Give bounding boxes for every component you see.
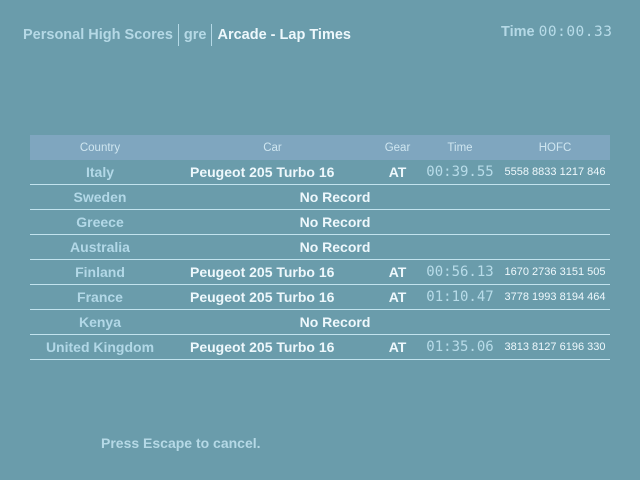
time-value: 00:00.33 xyxy=(538,24,613,40)
car-cell: Peugeot 205 Turbo 16 xyxy=(170,334,375,360)
time-cell: 00:56.13 xyxy=(420,259,500,285)
col-car: Car xyxy=(170,135,375,160)
hofc-cell: 1670 2736 3151 505 xyxy=(500,259,610,285)
escape-hint: Press Escape to cancel. xyxy=(101,435,261,451)
user-name: gre xyxy=(183,26,207,43)
time-cell: 01:10.47 xyxy=(420,284,500,310)
time-cell: 01:35.06 xyxy=(420,334,500,360)
country-cell: Australia xyxy=(30,234,170,260)
country-cell: Italy xyxy=(30,160,170,185)
gear-cell: AT xyxy=(375,259,420,285)
gear-cell: AT xyxy=(375,284,420,310)
gear-cell: AT xyxy=(375,334,420,360)
time-label: Time xyxy=(501,24,535,40)
time-cell xyxy=(420,309,500,335)
table-row: Australia No Record xyxy=(30,234,610,260)
table-row: France Peugeot 205 Turbo 16 AT 01:10.47 3778… xyxy=(30,284,610,310)
timer: Time 00:00.33 xyxy=(501,24,612,40)
no-record-cell: No Record xyxy=(170,234,420,260)
col-country: Country xyxy=(30,135,170,160)
col-time: Time xyxy=(420,135,500,160)
table-row: Sweden No Record xyxy=(30,184,610,210)
hofc-cell xyxy=(500,234,610,260)
table-row: Italy Peugeot 205 Turbo 16 AT 00:39.55 5558 … xyxy=(30,160,610,185)
country-cell: Greece xyxy=(30,209,170,235)
gear-cell: AT xyxy=(375,160,420,185)
section-title: Personal High Scores xyxy=(23,26,173,43)
hofc-cell xyxy=(500,309,610,335)
hofc-cell: 3778 1993 8194 464 xyxy=(500,284,610,310)
car-cell: Peugeot 205 Turbo 16 xyxy=(170,259,375,285)
time-cell xyxy=(420,234,500,260)
table-row: Greece No Record xyxy=(30,209,610,235)
country-cell: United Kingdom xyxy=(30,334,170,360)
divider xyxy=(177,24,179,46)
no-record-cell: No Record xyxy=(170,309,420,335)
table-row: United Kingdom Peugeot 205 Turbo 16 AT 01:3… xyxy=(30,334,610,360)
no-record-cell: No Record xyxy=(170,209,420,235)
scores-table: Country Car Gear Time HOFC Italy Peugeot … xyxy=(30,135,610,360)
car-cell: Peugeot 205 Turbo 16 xyxy=(170,284,375,310)
time-cell xyxy=(420,184,500,210)
car-cell: Peugeot 205 Turbo 16 xyxy=(170,160,375,185)
col-hofc: HOFC xyxy=(500,135,610,160)
no-record-cell: No Record xyxy=(170,184,420,210)
hofc-cell: 5558 8833 1217 846 xyxy=(500,160,610,185)
country-cell: Kenya xyxy=(30,309,170,335)
time-cell xyxy=(420,209,500,235)
hofc-cell: 3813 8127 6196 330 xyxy=(500,334,610,360)
title-bar: Personal High Scores gre Arcade - Lap Time… xyxy=(23,24,351,46)
time-cell: 00:39.55 xyxy=(420,160,500,185)
mode-title: Arcade - Lap Times xyxy=(217,26,351,43)
divider xyxy=(211,24,213,46)
table-row: Finland Peugeot 205 Turbo 16 AT 00:56.13 167… xyxy=(30,259,610,285)
hofc-cell xyxy=(500,184,610,210)
table-row: Kenya No Record xyxy=(30,309,610,335)
table-header: Country Car Gear Time HOFC xyxy=(30,135,610,160)
country-cell: Finland xyxy=(30,259,170,285)
country-cell: Sweden xyxy=(30,184,170,210)
col-gear: Gear xyxy=(375,135,420,160)
country-cell: France xyxy=(30,284,170,310)
hofc-cell xyxy=(500,209,610,235)
